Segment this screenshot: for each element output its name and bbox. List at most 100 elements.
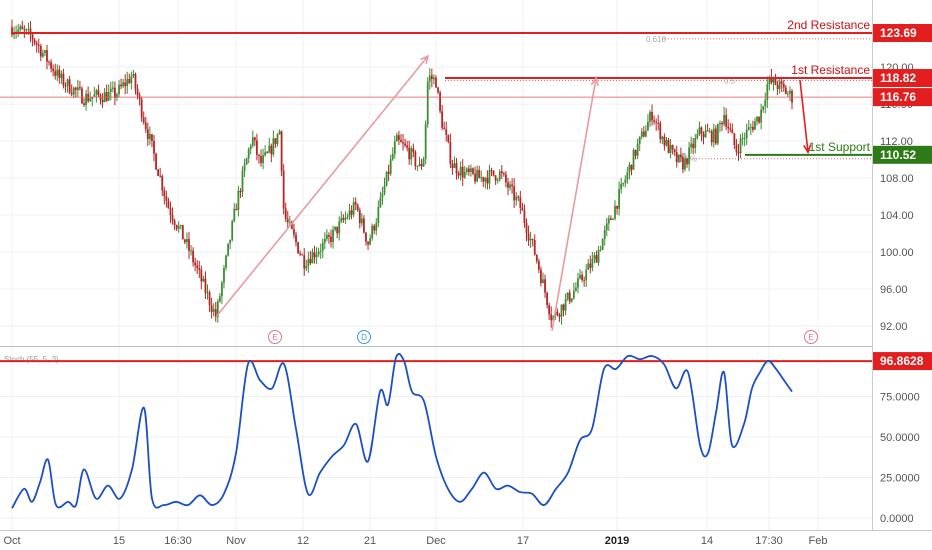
candle-body xyxy=(379,197,382,208)
candle-body xyxy=(447,135,450,142)
candle-body xyxy=(367,241,369,245)
candle-body xyxy=(527,233,530,241)
fib-label: 0.5 xyxy=(724,77,736,86)
candle-body xyxy=(58,69,61,78)
candle-body xyxy=(192,250,195,263)
candle-body xyxy=(122,82,125,87)
candle-body xyxy=(465,168,468,172)
candle-body xyxy=(221,282,223,297)
candle-body xyxy=(418,163,421,166)
candle-body xyxy=(245,158,248,165)
candle-body xyxy=(756,116,758,122)
candle-body xyxy=(319,250,322,252)
candle-body xyxy=(609,218,612,220)
candle-body xyxy=(385,171,388,186)
candle-body xyxy=(109,88,112,93)
candle-body xyxy=(614,205,616,219)
candle-body xyxy=(23,29,26,31)
candle-body xyxy=(299,253,302,255)
candle-body xyxy=(686,158,688,165)
candle-body xyxy=(266,152,269,154)
candle-body xyxy=(706,130,709,132)
level-badge xyxy=(873,23,932,42)
candle-body xyxy=(177,225,180,229)
candle-body xyxy=(21,26,24,30)
candle-body xyxy=(41,52,44,57)
candle-body xyxy=(118,84,120,95)
candle-body xyxy=(577,278,579,288)
candle-body xyxy=(422,159,425,167)
candle-body xyxy=(235,208,238,211)
candle-body xyxy=(35,43,38,45)
level-label: 1st Resistance xyxy=(791,63,870,77)
candle-body xyxy=(253,137,256,141)
candle-body xyxy=(778,81,781,90)
candle-body xyxy=(420,163,423,167)
candle-body xyxy=(136,88,139,96)
candle-body xyxy=(17,29,20,32)
candle-body xyxy=(323,238,326,243)
candle-body xyxy=(472,168,474,174)
candle-body xyxy=(95,90,98,95)
candle-body xyxy=(700,127,703,135)
candle-body xyxy=(29,28,32,35)
candle-body xyxy=(342,217,345,220)
candle-body xyxy=(562,304,565,311)
candle-body xyxy=(496,179,499,181)
candle-body xyxy=(54,71,57,76)
x-tick-label: 17 xyxy=(517,535,529,547)
candle-body xyxy=(39,46,42,57)
candle-body xyxy=(694,138,697,149)
candle-body xyxy=(321,242,324,251)
candle-body xyxy=(336,226,339,234)
candle-body xyxy=(60,73,63,78)
x-tick-label: 17:30 xyxy=(755,535,783,547)
candle-body xyxy=(416,165,419,167)
candle-body xyxy=(126,78,129,87)
candle-body xyxy=(142,117,145,123)
candle-body xyxy=(505,174,507,183)
candle-body xyxy=(540,269,542,284)
candle-body xyxy=(684,158,686,170)
candle-body xyxy=(204,278,207,294)
candle-body xyxy=(111,87,114,89)
candle-body xyxy=(278,131,281,135)
candle-body xyxy=(739,138,742,154)
candle-body xyxy=(171,215,174,221)
candle-body xyxy=(558,314,561,317)
candle-body xyxy=(692,143,695,149)
candle-body xyxy=(268,145,271,153)
candle-body xyxy=(612,218,614,220)
stoch-grid xyxy=(0,347,872,530)
candle-body xyxy=(216,301,219,318)
candle-body xyxy=(546,292,548,306)
candle-body xyxy=(566,292,569,300)
candle-body xyxy=(474,173,476,182)
candle-body xyxy=(200,269,203,282)
candle-body xyxy=(247,149,250,159)
candle-body xyxy=(737,151,740,154)
candle-body xyxy=(435,77,437,88)
level-label: 1st Support xyxy=(809,140,871,154)
candle-body xyxy=(114,87,116,98)
candle-body xyxy=(163,190,166,197)
candle-body xyxy=(402,142,404,144)
candle-body xyxy=(198,267,201,270)
trend-arrow-head xyxy=(803,144,812,155)
candle-body xyxy=(688,147,690,165)
time-axis: Oct 15 16:30 Nov 12 21 Dec 17 2019 14 17:30 Feb xyxy=(3,535,827,547)
candle-body xyxy=(529,238,532,241)
candle-body xyxy=(258,154,260,157)
candle-body xyxy=(659,123,662,140)
event-marker-label: E xyxy=(272,333,277,342)
stoch-line xyxy=(11,353,793,509)
candle-body xyxy=(72,87,75,95)
candle-body xyxy=(130,76,133,84)
candle-body xyxy=(128,78,131,84)
candle-body xyxy=(780,81,783,84)
candle-body xyxy=(233,208,236,222)
candle-body xyxy=(311,252,314,264)
candle-body xyxy=(375,223,378,231)
